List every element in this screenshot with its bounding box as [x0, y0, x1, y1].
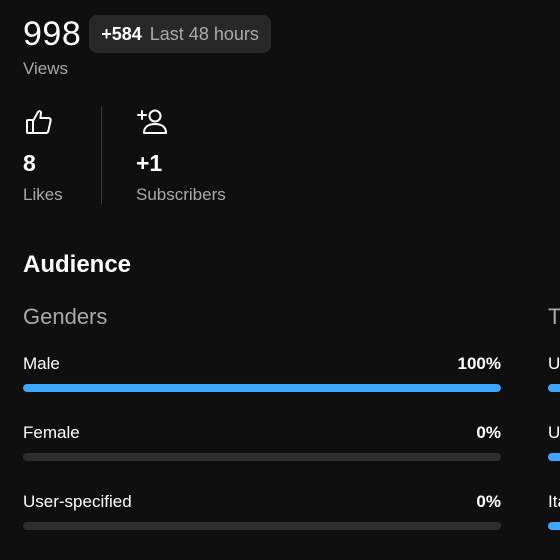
gender-label: User-specified	[23, 492, 132, 511]
subscribers-metric: +1 Subscribers	[136, 106, 226, 204]
gender-row-female: Female 0%	[23, 422, 501, 461]
likes-label: Likes	[23, 185, 63, 204]
gender-percent: 0%	[476, 423, 501, 442]
gender-percent: 0%	[476, 492, 501, 511]
gender-bar-track	[23, 384, 501, 392]
second-panel-label: U	[548, 423, 560, 442]
views-label: Views	[23, 59, 69, 78]
views-row: 998 +584 Last 48 hours	[23, 14, 271, 54]
likes-value: 8	[23, 150, 36, 176]
likes-metric: 8 Likes	[23, 106, 65, 204]
second-panel-title: T	[548, 304, 560, 329]
views-period: Last 48 hours	[149, 23, 259, 44]
thumbs-up-icon	[23, 106, 55, 138]
second-panel-bar	[548, 453, 560, 461]
gender-row-user-specified: User-specified 0%	[23, 491, 501, 530]
gender-bar-fill	[23, 384, 501, 392]
audience-title: Audience	[23, 251, 132, 278]
second-panel-bar	[548, 384, 560, 392]
metrics-divider	[101, 106, 102, 204]
gender-label: Male	[23, 354, 60, 373]
gender-label: Female	[23, 423, 80, 442]
second-panel-label: Ita	[548, 492, 560, 511]
views-delta: +584	[101, 23, 142, 44]
gender-bar-track	[23, 522, 501, 530]
second-panel-row: U	[548, 353, 560, 392]
second-panel-label: U	[548, 354, 560, 373]
views-delta-chip: +584 Last 48 hours	[89, 15, 271, 53]
subscribers-label: Subscribers	[136, 185, 226, 204]
metrics-row: 8 Likes +1 Subscribers	[23, 106, 226, 204]
second-panel-bar	[548, 522, 560, 530]
views-count: 998	[23, 15, 82, 53]
add-person-icon	[136, 106, 168, 138]
gender-row-male: Male 100%	[23, 353, 501, 392]
gender-bar-track	[23, 453, 501, 461]
second-panel-row: Ita	[548, 491, 560, 530]
second-panel-row: U	[548, 422, 560, 461]
subscribers-value: +1	[136, 150, 163, 176]
gender-percent: 100%	[457, 354, 501, 373]
genders-title: Genders	[23, 304, 108, 329]
